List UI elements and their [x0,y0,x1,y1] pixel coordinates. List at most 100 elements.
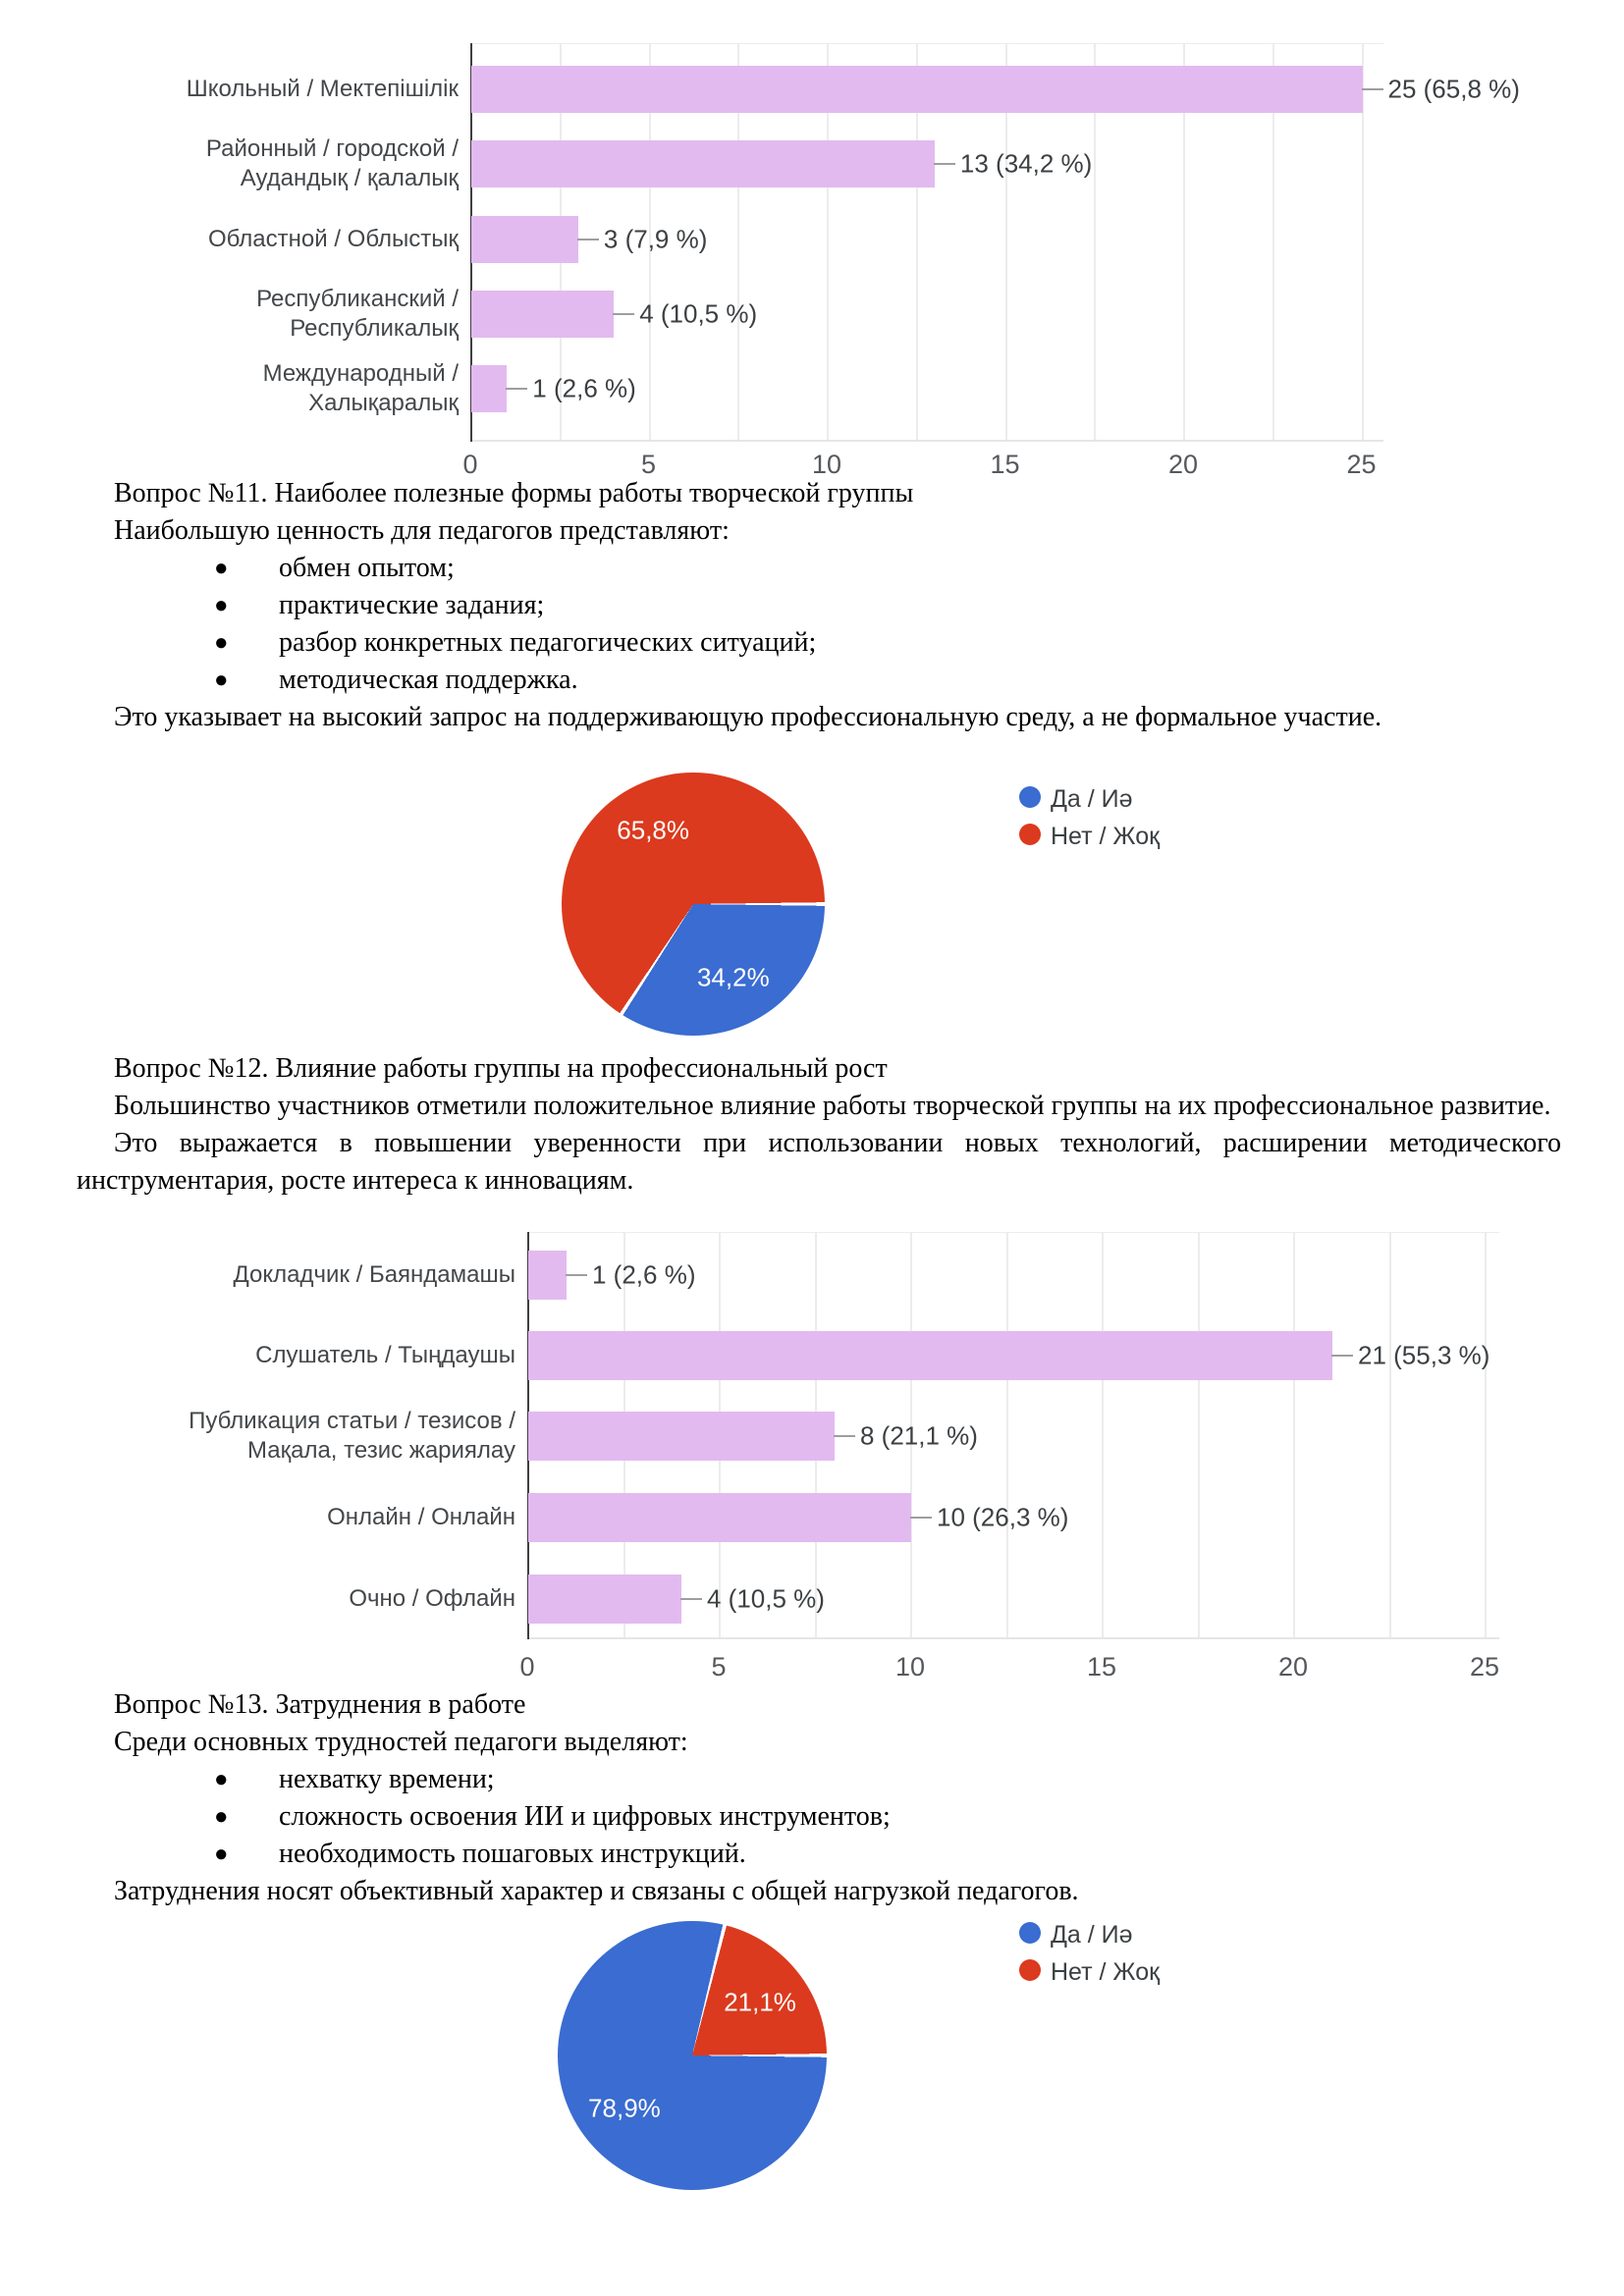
pie-slice-label: 65,8% [617,815,690,845]
grid-line [737,43,740,440]
x-tick-label: 0 [462,450,478,479]
pie-chart-q11: 34,2% 65,8% Да / Иә Нет / Жоқ [0,766,1624,1050]
bar [528,1412,835,1461]
bar [528,1331,1332,1380]
value-connector-line [834,1435,855,1437]
bar [471,140,935,187]
x-tick-label: 10 [811,450,842,479]
grid-line [1005,1232,1008,1637]
q11-bullet-2-text: практические задания; [279,590,545,620]
bar-chart-participation-role: Докладчик / Баяндамашы 1 (2,6 %) Слушатель… [0,1232,1624,1693]
value-connector-line [680,1598,702,1600]
category-label: Докладчик / Баяндамашы [233,1261,515,1288]
value-connector-line [506,388,528,390]
grid-line [827,43,829,440]
value-connector-line [1331,1355,1353,1357]
bar-value-label: 3 (7,9 %) [603,224,708,254]
section-q13: Вопрос №13. Затруднения в работе Среди о… [77,1686,1561,1910]
category-label: Онлайн / Онлайн [327,1504,515,1530]
q13-bullet-1: ● нехватку времени; [77,1761,1561,1798]
grid-line [1004,43,1007,440]
q11-bullet-4-text: методическая поддержка. [279,665,578,695]
q11-bullet-2: ● практические задания; [77,587,1561,624]
bullet-icon: ● [214,1804,229,1830]
legend-label: Да / Иә [1051,785,1133,813]
value-connector-line [566,1274,587,1276]
x-tick-label: 10 [894,1652,926,1682]
pie-chart-q13: 21,1% 78,9% Да / Иә Нет / Жоқ [0,1914,1624,2209]
bar [528,1575,681,1624]
category-label: Районный / городской / Аудандық / қалалы… [205,135,459,191]
category-label: Очно / Офлайн [349,1585,515,1612]
grid-line [910,1232,912,1637]
section-q12: Вопрос №12. Влияние работы группы на про… [77,1050,1561,1200]
q11-title: Вопрос №11. Наиболее полезные формы рабо… [114,478,914,508]
bar-value-label: 21 (55,3 %) [1358,1340,1490,1370]
pie [562,773,825,1036]
bar [528,1493,911,1542]
legend-swatch-icon [1019,1959,1041,1981]
plot-top-border [470,43,1383,44]
q13-bullet-1-text: нехватку времени; [279,1764,495,1794]
x-tick-label: 5 [711,1652,727,1682]
q11-bullet-1-text: обмен опытом; [279,553,455,583]
grid-line [1293,1232,1295,1637]
x-tick-label: 15 [990,450,1020,479]
legend-swatch-icon [1019,1922,1041,1944]
bar-value-label: 1 (2,6 %) [592,1259,696,1290]
value-connector-line [613,313,635,315]
x-tick-label: 15 [1086,1652,1117,1682]
category-label: Школьный / Мектепішілік [186,76,459,102]
q11-bullet-4: ● методическая поддержка. [77,662,1561,699]
pie-slice-label: 78,9% [588,2093,661,2123]
plot-top-border [527,1232,1499,1233]
grid-line [1361,43,1364,440]
pie [558,1921,827,2190]
grid-line [1102,1232,1104,1637]
value-connector-line [1361,88,1383,90]
bar [471,291,615,338]
bullet-icon: ● [214,556,229,581]
bullet-icon: ● [214,667,229,693]
q11-intro: Наибольшую ценность для педагогов предст… [114,515,730,546]
pie-slice-label: 21,1% [724,1987,796,2017]
x-tick-label: 25 [1346,450,1377,479]
q11-outro: Это указывает на высокий запрос на подде… [114,702,1382,732]
bar-value-label: 13 (34,2 %) [959,148,1093,179]
grid-line [648,43,651,440]
grid-line [1094,43,1097,440]
q13-bullet-3-text: необходимость пошаговых инструкций. [279,1839,746,1869]
grid-line [1183,43,1185,440]
x-tick-label: 25 [1469,1652,1500,1682]
category-label: Публикация статьи / тезисов / Мақала, те… [189,1408,515,1464]
category-label: Республиканский / Республикалық [256,286,459,342]
value-connector-line [933,163,955,165]
bullet-icon: ● [214,630,229,656]
q13-bullet-2: ● сложность освоения ИИ и цифровых инстру… [77,1798,1561,1836]
bar [471,365,508,412]
legend-label: Да / Иә [1051,1921,1133,1949]
category-label: Областной / Облыстық [207,226,459,252]
bar-value-label: 4 (10,5 %) [639,298,758,329]
grid-line [1272,43,1274,440]
bar-value-label: 25 (65,8 %) [1387,74,1520,104]
x-axis-baseline [527,1637,1499,1639]
x-axis-baseline [470,440,1383,442]
bar [528,1251,567,1300]
value-connector-line [576,239,599,240]
grid-line [1197,1232,1200,1637]
legend-swatch-icon [1019,786,1041,808]
category-label: Международный / Халықаралық [262,360,459,416]
q11-bullet-3-text: разбор конкретных педагогических ситуаци… [279,627,817,658]
q13-intro: Среди основных трудностей педагоги выдел… [114,1727,688,1757]
bar-value-label: 1 (2,6 %) [532,373,636,403]
bullet-icon: ● [214,593,229,618]
bar [471,66,1363,113]
legend-label: Нет / Жоқ [1051,823,1161,850]
q12-paragraph-1: Большинство участников отметили положите… [114,1091,1551,1121]
grid-line [1485,1232,1487,1637]
q11-bullet-3: ● разбор конкретных педагогических ситуац… [77,624,1561,662]
legend-label: Нет / Жоқ [1051,1958,1161,1986]
category-label: Слушатель / Тыңдаушы [255,1342,515,1368]
